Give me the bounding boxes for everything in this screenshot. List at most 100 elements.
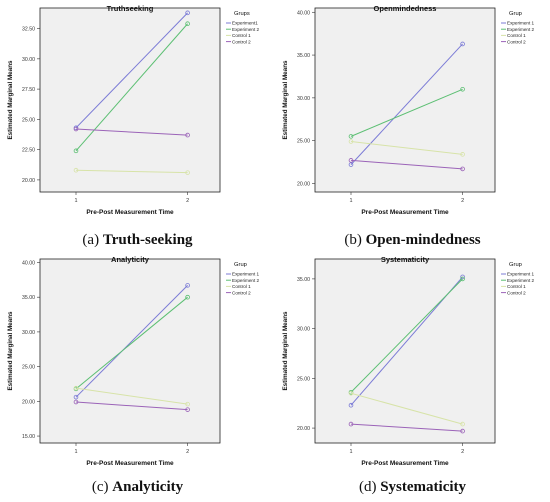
legend-entry: Control 1: [507, 33, 526, 38]
y-tick-label: 20.00: [297, 181, 310, 187]
legend-title: Grup: [234, 262, 247, 268]
data-point: [348, 134, 354, 139]
data-point: [460, 276, 465, 282]
data-point: [185, 294, 190, 300]
caption-truthseeking: (a) Truth-seeking: [0, 232, 275, 249]
y-tick-label: 30.00: [22, 330, 35, 336]
y-tick-label: 30.00: [22, 57, 35, 63]
chart-title: Systematicity: [381, 255, 430, 264]
legend-entry: Experiment 2: [232, 27, 260, 32]
legend-entry: Experiment 1: [507, 272, 535, 277]
x-axis-label: Pre-Post Measurement Time: [361, 209, 449, 216]
data-point: [185, 283, 190, 288]
chart-svg: Truthseeking 20.00 22.50 25.00 27.50 30.00 32.…: [7, 4, 260, 216]
y-tick-label: 40.00: [22, 260, 35, 266]
plot-area: [314, 258, 496, 444]
y-tick-label: 35.00: [297, 277, 310, 283]
series-line: [350, 423, 463, 432]
chart-svg: Systematicity 20.00 25.00 30.00 35.00 1 2 Pre-P…: [282, 255, 535, 467]
data-point: [348, 158, 354, 163]
y-tick-label: 25.00: [297, 376, 310, 382]
data-point: [185, 401, 190, 407]
series-line: [75, 169, 188, 174]
data-point: [73, 167, 79, 173]
series-line: [75, 12, 188, 129]
chart-svg: Analyticity 15.00 20.00 25.00 30.00 35.00 40.0…: [7, 255, 260, 467]
x-tick-label: 2: [186, 449, 189, 455]
y-axis-label: Estimated Marginal Means: [282, 311, 289, 391]
y-tick-label: 35.00: [22, 295, 35, 301]
data-point: [460, 166, 465, 172]
data-point: [460, 41, 465, 47]
y-axis-label: Estimated Marginal Means: [282, 60, 289, 140]
data-point: [185, 132, 190, 138]
caption-label: (b): [344, 232, 362, 248]
y-tick-label: 30.00: [297, 327, 310, 333]
chart-svg: Openmindedness 20.00 25.00 30.00 35.00 40.00 1…: [282, 4, 535, 216]
caption-label: (d): [358, 479, 377, 495]
chart-title: Openmindedness: [374, 4, 437, 13]
y-tick-label: 15.00: [22, 434, 35, 440]
y-tick-label: 25.00: [22, 365, 35, 371]
series-line: [75, 296, 188, 390]
chart-title: Truthseeking: [107, 4, 154, 13]
legend-entry: Control 1: [232, 33, 251, 38]
caption-text: Truth-seeking: [102, 232, 193, 248]
y-tick-label: 25.00: [22, 117, 35, 123]
y-tick-label: 20.00: [22, 399, 35, 405]
y-tick-label: 20.00: [22, 178, 35, 184]
data-point: [460, 428, 465, 434]
series-line: [350, 141, 463, 155]
series-line: [350, 88, 463, 137]
series-line: [350, 43, 463, 165]
data-point: [73, 399, 79, 405]
data-point: [185, 170, 190, 175]
x-axis-label: Pre-Post Measurement Time: [86, 209, 174, 216]
y-tick-label: 27.50: [22, 87, 35, 93]
caption-label: (a): [82, 232, 100, 248]
series-line: [350, 159, 463, 170]
y-tick-label: 25.00: [297, 139, 310, 145]
data-point: [73, 148, 79, 154]
chart-panel-openmindedness: Openmindedness 20.00 25.00 30.00 35.00 40.00 1…: [275, 0, 550, 251]
data-point: [348, 421, 354, 427]
chart-panel-truthseeking: Truthseeking 20.00 22.50 25.00 27.50 30.00 32.…: [0, 0, 275, 251]
legend-entry: Experiment 2: [507, 278, 535, 283]
plot-area: [39, 7, 221, 193]
series-line: [350, 392, 463, 425]
y-axis-label: Estimated Marginal Means: [7, 60, 14, 140]
y-tick-label: 22.50: [22, 148, 35, 154]
x-tick-label: 2: [461, 198, 464, 204]
caption-label: (c): [91, 479, 109, 495]
data-point: [348, 390, 354, 396]
legend-entry: Control 2: [232, 290, 251, 295]
caption-text: Open-mindedness: [365, 232, 481, 248]
series-line: [75, 401, 188, 411]
x-axis-label: Pre-Post Measurement Time: [361, 460, 449, 467]
series-line: [75, 387, 188, 405]
x-tick-label: 1: [74, 198, 77, 204]
data-point: [185, 21, 190, 27]
plot-area: [314, 7, 496, 193]
caption-text: Systematicity: [380, 479, 467, 495]
caption-openmindedness: (b) Open-mindedness: [275, 232, 550, 249]
legend-entry: Experiment 1: [232, 272, 260, 277]
y-tick-label: 32.50: [22, 27, 35, 33]
x-tick-label: 1: [349, 449, 352, 455]
y-tick-label: 30.00: [297, 96, 310, 102]
data-point: [185, 407, 190, 412]
legend-title: Grup: [509, 262, 522, 268]
data-point: [460, 421, 465, 427]
legend-entry: Experiment1: [232, 21, 258, 26]
legend-entry: Control 2: [232, 39, 251, 44]
data-point: [348, 402, 354, 408]
data-point: [73, 385, 79, 391]
data-point: [348, 162, 354, 167]
caption-text: Analyticity: [112, 479, 184, 495]
x-tick-label: 1: [74, 449, 77, 455]
chart-panel-systematicity: Systematicity 20.00 25.00 30.00 35.00 1 2 Pre-P…: [275, 251, 550, 502]
data-point: [460, 274, 465, 280]
y-tick-label: 40.00: [297, 10, 310, 16]
legend-entry: Control 1: [232, 284, 251, 289]
data-point: [73, 126, 79, 132]
